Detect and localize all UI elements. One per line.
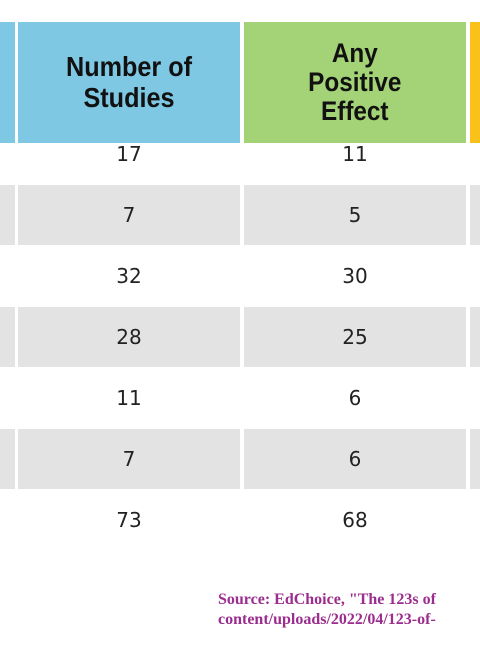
row-cell-left-partial	[0, 307, 15, 367]
cell-number-of-studies: 11	[116, 386, 142, 410]
cell-any-positive-effect: 30	[342, 264, 368, 288]
row-cell-right-partial	[470, 124, 480, 184]
row-cell-left-partial	[0, 429, 15, 489]
cell-any-positive-effect: 5	[244, 185, 466, 245]
row-cell-left-partial	[0, 246, 15, 306]
cell-number-of-studies: 73	[116, 508, 142, 532]
cell-any-positive-effect: 68	[342, 508, 368, 532]
row-cell-right-partial	[470, 429, 480, 489]
table-row: 73 68	[0, 490, 480, 551]
row-cell-right-partial	[470, 490, 480, 550]
cell-number-of-studies: 17	[116, 142, 142, 166]
row-cell-right-partial	[470, 368, 480, 428]
cell-number-of-studies: 7	[18, 429, 240, 489]
source-line-1: Source: EdChoice, "The 123s of	[218, 591, 436, 608]
row-cell-right-partial	[470, 185, 480, 245]
row-cell-left-partial	[0, 490, 15, 550]
header-row: Number of Studies Any Positive Effect	[0, 22, 480, 143]
table-row: 32 30	[0, 246, 480, 307]
row-cell-right-partial	[470, 307, 480, 367]
table-row: 17 11	[0, 124, 480, 185]
table-body: 17 11 7 5 32 30 28 25 11 6 7 6 73 68	[0, 124, 480, 551]
source-line-2: content/uploads/2022/04/123-of-	[218, 611, 436, 628]
row-cell-left-partial	[0, 124, 15, 184]
cell-number-of-studies: 32	[116, 264, 142, 288]
header-any-positive-effect: Any Positive Effect	[244, 22, 466, 143]
cell-any-positive-effect: 6	[348, 386, 362, 410]
table-row: 11 6	[0, 368, 480, 429]
header-positive-line-3: Effect	[321, 96, 389, 127]
header-positive-line-2: Positive	[308, 66, 402, 97]
table-row: 28 25	[0, 307, 480, 368]
header-positive-line-1: Any	[332, 37, 378, 68]
cell-number-of-studies: 7	[18, 185, 240, 245]
header-studies-line-1: Number of	[66, 51, 192, 83]
cell-any-positive-effect: 11	[342, 142, 368, 166]
source-note: Source: EdChoice, "The 123s of content/u…	[218, 590, 480, 630]
header-number-of-studies: Number of Studies	[18, 22, 240, 143]
header-studies-line-2: Studies	[83, 81, 175, 113]
row-cell-left-partial	[0, 185, 15, 245]
cell-number-of-studies: 28	[18, 307, 240, 367]
cell-any-positive-effect: 25	[244, 307, 466, 367]
cell-any-positive-effect: 6	[244, 429, 466, 489]
data-table: Number of Studies Any Positive Effect	[0, 22, 480, 143]
header-cell-left-partial	[0, 22, 15, 143]
row-cell-left-partial	[0, 368, 15, 428]
header-cell-right-partial	[470, 22, 480, 143]
row-cell-right-partial	[470, 246, 480, 306]
